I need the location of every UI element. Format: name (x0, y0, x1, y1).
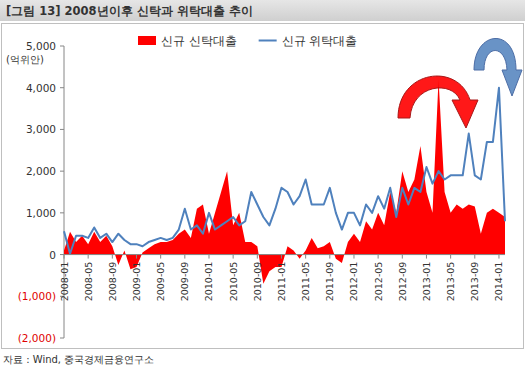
decor-arrow (474, 38, 522, 96)
y-tick-label: (2,000) (18, 332, 56, 344)
y-tick-label: 0 (49, 249, 56, 261)
x-tick (305, 255, 306, 259)
x-tick-label: 2009-05 (155, 262, 166, 302)
x-tick-label: 2009-09 (179, 262, 190, 302)
y-tick-label: 3,000 (26, 123, 56, 135)
x-tick-label: 2012-09 (397, 262, 408, 302)
title: [그림 13] 2008년이후 신탁과 위탁대출 추이 (6, 4, 253, 18)
x-tick-label: 2008-01 (59, 262, 70, 302)
x-tick (257, 255, 258, 259)
x-tick (208, 255, 209, 259)
x-tick-label: 2011-01 (276, 262, 287, 302)
legend-swatch (259, 40, 277, 42)
x-tick-label: 2010-05 (228, 262, 239, 302)
x-tick (160, 255, 161, 259)
x-tick-label: 2011-05 (300, 262, 311, 302)
line-series (64, 88, 505, 254)
x-tick-label: 2013-01 (421, 262, 432, 302)
x-tick (88, 255, 89, 259)
y-tick-label: 1,000 (26, 207, 56, 219)
x-tick (281, 255, 282, 259)
x-tick-label: 2008-05 (83, 262, 94, 302)
legend-label: 신규 위탁대출 (282, 34, 358, 48)
x-tick-label: 2012-01 (348, 262, 359, 302)
y-tick (60, 87, 64, 88)
y-tick-label: (1,000) (18, 290, 56, 302)
x-tick-label: 2008-09 (107, 262, 118, 302)
y-tick-label: 5,000 (26, 40, 56, 52)
legend-swatch (138, 36, 156, 45)
x-axis (64, 254, 505, 255)
x-tick (329, 255, 330, 259)
x-tick-label: 2013-05 (445, 262, 456, 302)
y-tick (60, 338, 64, 339)
x-tick (498, 255, 499, 259)
chart: [그림 13] 2008년이후 신탁과 위탁대출 추이 (2,000) (1,000… (0, 0, 525, 369)
x-tick (233, 255, 234, 259)
x-tick-label: 2014-01 (493, 262, 504, 302)
x-tick (184, 255, 185, 259)
legend-label: 신규 신탁대출 (161, 34, 237, 48)
chart-frame (2, 24, 524, 349)
decor-arrow (398, 76, 478, 128)
x-tick (378, 255, 379, 259)
x-tick-label: 2010-01 (203, 262, 214, 302)
y-tick (60, 254, 64, 255)
x-tick (474, 255, 475, 259)
y-tick (60, 46, 64, 47)
y-tick (60, 129, 64, 130)
y-tick (60, 171, 64, 172)
x-tick (353, 255, 354, 259)
x-tick (136, 255, 137, 259)
title-bar (0, 0, 525, 21)
x-tick-label: 2013-09 (469, 262, 480, 302)
x-tick-label: 2012-05 (373, 262, 384, 302)
x-tick-label: 2010-09 (252, 262, 263, 302)
y-tick-label: 2,000 (26, 165, 56, 177)
x-tick (112, 255, 113, 259)
y-axis-unit: (억위안) (6, 54, 44, 65)
y-tick-label: 4,000 (26, 82, 56, 94)
x-tick (64, 255, 65, 259)
legend: 신규 신탁대출 신규 위탁대출 (138, 34, 357, 48)
area-series (64, 79, 505, 283)
x-tick (450, 255, 451, 259)
x-tick-label: 2009-01 (131, 262, 142, 302)
source: 자료 : Wind, 중국경제금융연구소 (3, 354, 154, 365)
x-tick-label: 2011-09 (324, 262, 335, 302)
y-tick (60, 212, 64, 213)
x-tick (426, 255, 427, 259)
plot-area (64, 79, 505, 283)
x-tick (402, 255, 403, 259)
